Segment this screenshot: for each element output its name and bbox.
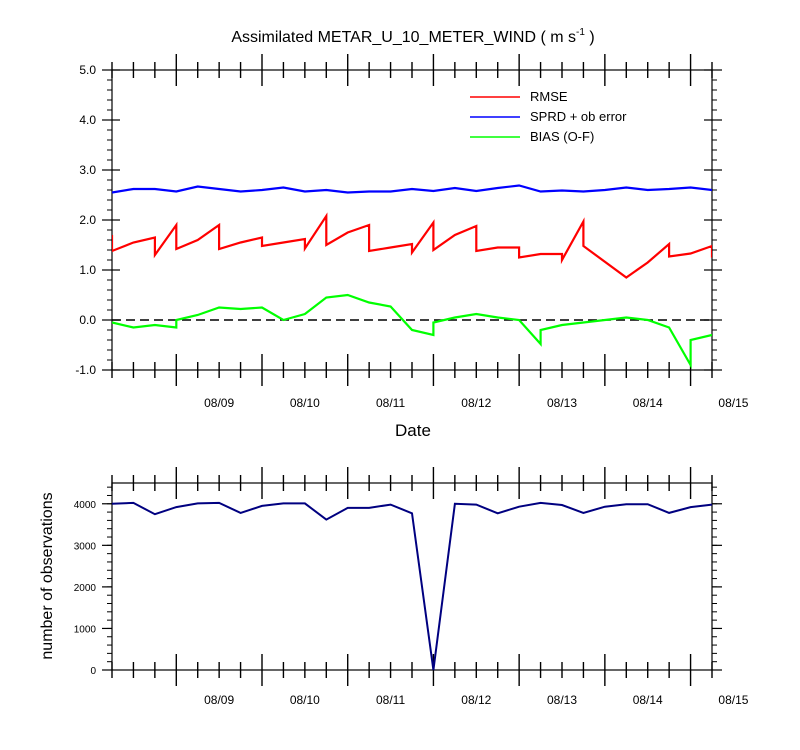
x-tick-label: 08/11 <box>376 693 405 707</box>
x-tick-label: 08/15 <box>718 693 748 707</box>
y-tick-label: 3.0 <box>79 163 96 177</box>
chart-title-superscript: -1 <box>576 27 585 38</box>
y-tick-label: -1.0 <box>75 363 96 377</box>
x-axis-label: Date <box>395 421 431 440</box>
y-tick-label: 1000 <box>74 624 97 635</box>
x-tick-label: 08/15 <box>718 396 748 410</box>
x-tick-label: 08/10 <box>290 693 320 707</box>
x-tick-label: 08/09 <box>204 396 234 410</box>
top-panel: 08/09 08/10 08/11 08/12 08/13 08/14 08/15 -1.0 0… <box>75 54 749 410</box>
y-tick-label: 0.0 <box>79 313 96 327</box>
legend-label: RMSE <box>530 89 568 104</box>
series-line-sprd-ob-error <box>112 184 712 194</box>
y-tick-label: 0 <box>90 666 96 677</box>
x-tick-label: 08/14 <box>633 693 663 707</box>
y-axis-label-observations: number of observations <box>39 492 56 659</box>
y-tick-label: 1.0 <box>79 263 96 277</box>
y-tick-label: 3000 <box>74 541 97 552</box>
legend-label: SPRD + ob error <box>530 109 627 124</box>
series-line-rmse <box>112 212 712 279</box>
y-tick-label: 4000 <box>74 500 97 511</box>
y-tick-label: 4.0 <box>79 113 96 127</box>
y-tick-label: 2.0 <box>79 213 96 227</box>
plot-frame-bottom <box>111 482 713 671</box>
x-tick-label: 08/13 <box>547 693 577 707</box>
x-tick-label: 08/14 <box>633 396 663 410</box>
legend: RMSE SPRD + ob error BIAS (O-F) <box>470 89 627 144</box>
y-tick-label: 2000 <box>74 583 97 594</box>
y-tick-label: 5.0 <box>79 63 96 77</box>
x-tick-label: 08/12 <box>461 396 491 410</box>
x-tick-label: 08/09 <box>204 693 234 707</box>
series-line-bias-o-f <box>112 293 712 370</box>
series-line-observations <box>111 501 713 671</box>
chart-title: Assimilated METAR_U_10_METER_WIND ( m s-… <box>231 27 594 46</box>
x-tick-label: 08/11 <box>376 396 405 410</box>
x-tick-label: 08/10 <box>290 396 320 410</box>
legend-label: BIAS (O-F) <box>530 129 594 144</box>
chart-title-close: ) <box>585 29 595 46</box>
x-tick-label: 08/13 <box>547 396 577 410</box>
chart-title-main: Assimilated METAR_U_10_METER_WIND ( m s <box>231 29 576 46</box>
bottom-panel: 08/09 08/10 08/11 08/12 08/13 08/14 08/15 0 1000… <box>74 467 749 707</box>
x-tick-label: 08/12 <box>461 693 491 707</box>
